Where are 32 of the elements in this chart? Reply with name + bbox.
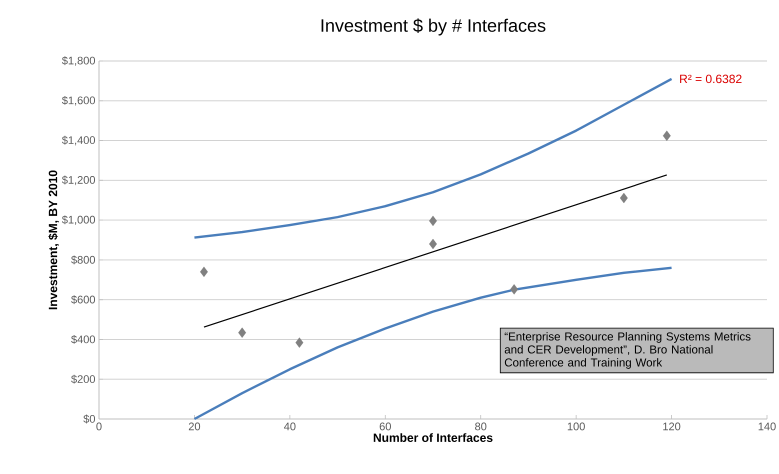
x-tick-label: 100 [568, 422, 585, 430]
point [238, 327, 246, 338]
point [429, 238, 437, 250]
point [662, 130, 671, 141]
y-tick-label: $1,600 [62, 96, 96, 106]
point [295, 337, 304, 348]
y-tick-label: $0 [83, 414, 96, 424]
annotation: R² = 0.6382 [680, 74, 742, 84]
x-axis-title: Number of Interfaces [374, 433, 493, 442]
line-series [193, 78, 673, 239]
x-tick-label: 120 [663, 422, 680, 430]
y-tick-label: $1,800 [62, 56, 96, 66]
y-tick-label: $1,200 [62, 176, 96, 186]
x-tick-label: 80 [475, 422, 486, 430]
y-tick-label: $1,400 [62, 136, 96, 146]
point [510, 284, 518, 295]
y-tick-label: $400 [71, 334, 96, 344]
point [429, 216, 437, 226]
y-tick-label: $200 [71, 374, 96, 384]
point [200, 266, 208, 278]
chart-title: Investment $ by # Interfaces [322, 18, 546, 36]
y-axis-title: Investment, $M, BY 2010 [48, 170, 59, 310]
x-tick-label: 40 [284, 422, 296, 430]
y-tick-label: $600 [71, 295, 96, 304]
point [620, 192, 628, 204]
x-tick-label: 0 [96, 422, 102, 430]
y-tick-label: $1,000 [62, 215, 96, 225]
y-tick-label: $800 [71, 255, 96, 264]
x-tick-label: 20 [188, 422, 200, 430]
annotation: “Enterprise Resource Planning Systems Metrics and CER Development”, D. Bro National Conference and Training Work [504, 332, 751, 369]
x-tick-label: 140 [758, 422, 776, 430]
x-tick-label: 60 [380, 422, 391, 430]
